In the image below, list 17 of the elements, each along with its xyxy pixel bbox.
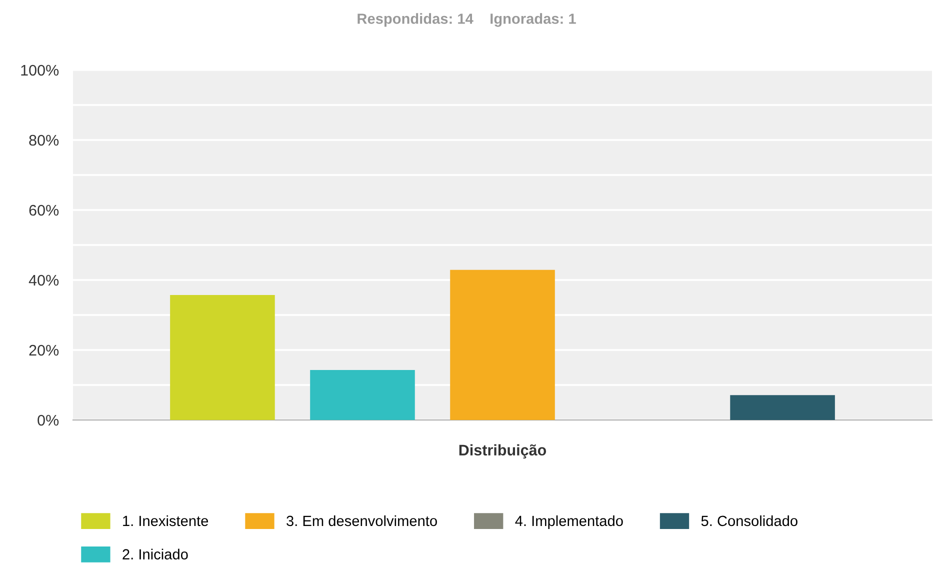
y-tick-label: 60% [29,204,59,216]
y-tick-label: 40% [28,274,59,286]
y-tick-label: 0% [38,414,59,426]
bar [310,370,415,420]
legend-label: 2. Iniciado [122,548,188,560]
y-tick-label: 20% [29,344,59,356]
bar [170,295,275,420]
y-tick-label: 80% [29,134,59,146]
bar [730,395,835,420]
x-axis-title: Distribuição [459,444,546,459]
chart-title: Respondidas: 14 Ignoradas: 1 [358,13,576,27]
bar [450,270,555,420]
y-tick-label: 100% [21,64,59,76]
legend-label: 5. Consolidado [701,515,798,526]
legend-label: 4. Implementado [515,515,623,529]
legend-label: 3. Em desenvolvimento [286,515,437,526]
legend-label: 1. Inexistente [123,515,208,526]
